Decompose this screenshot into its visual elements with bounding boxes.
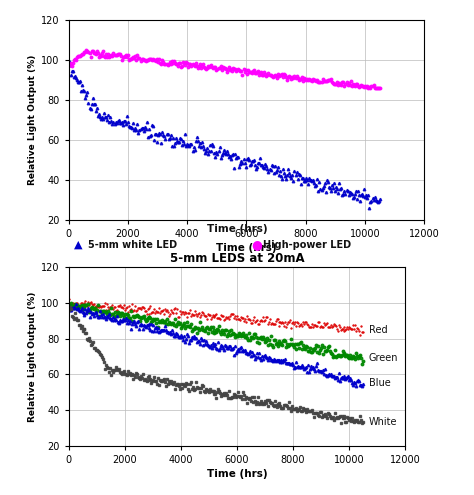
X-axis label: Time (hrs): Time (hrs) — [207, 469, 267, 479]
Y-axis label: Relative Light Output (%): Relative Light Output (%) — [28, 55, 37, 185]
Text: ▲: ▲ — [73, 240, 82, 250]
Text: White: White — [369, 417, 397, 427]
Text: Red: Red — [369, 325, 387, 335]
Text: High-power LED: High-power LED — [263, 240, 351, 250]
Text: Time (hrs): Time (hrs) — [207, 224, 267, 234]
Text: Green: Green — [369, 353, 398, 363]
Text: 5-mm white LED: 5-mm white LED — [88, 240, 177, 250]
Text: Blue: Blue — [369, 378, 391, 388]
X-axis label: Time (hrs): Time (hrs) — [216, 244, 277, 253]
Text: ●: ● — [251, 239, 262, 251]
Y-axis label: Relative Light Output (%): Relative Light Output (%) — [28, 291, 37, 422]
Title: 5-mm LEDS at 20mA: 5-mm LEDS at 20mA — [170, 252, 304, 265]
